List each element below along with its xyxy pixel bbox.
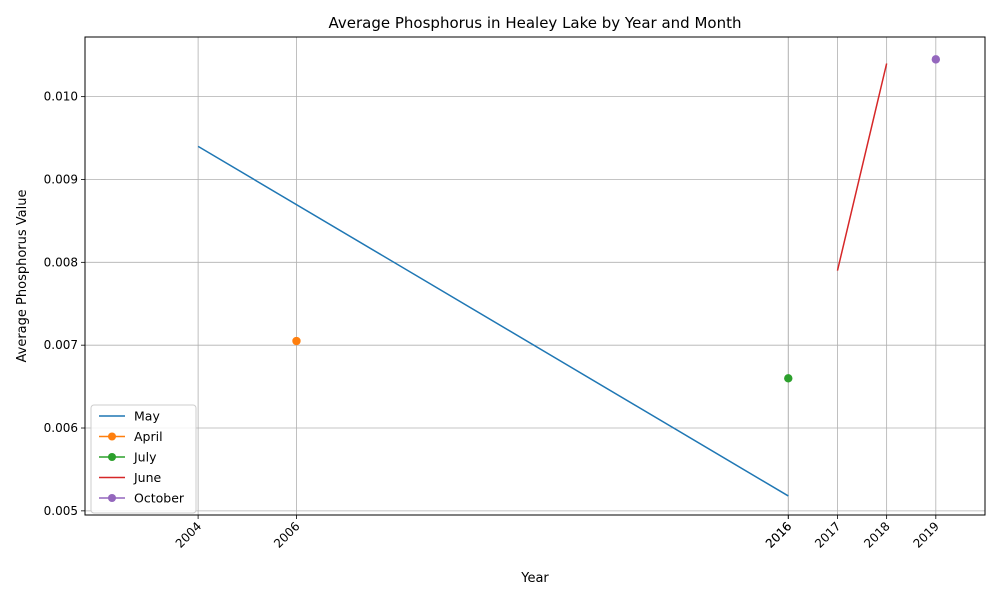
series-line-june <box>836 63 888 271</box>
x-axis-label: Year <box>520 571 549 586</box>
y-tick-label: 0.010 <box>44 90 78 104</box>
legend-label-october: October <box>134 491 185 506</box>
legend-label-april: April <box>134 429 163 444</box>
legend-box <box>90 404 197 514</box>
legend-label-june: June <box>133 470 162 485</box>
series-line-may <box>197 145 789 497</box>
series-layer <box>197 55 941 497</box>
y-tick-label: 0.005 <box>44 504 78 518</box>
data-point-july <box>784 374 793 383</box>
legend-label-july: July <box>133 450 157 465</box>
chart-title: Average Phosphorus in Healey Lake by Yea… <box>329 14 742 32</box>
y-tick-label: 0.006 <box>44 421 78 435</box>
y-axis-label: Average Phosphorus Value <box>15 190 30 363</box>
plot-frame <box>84 36 986 516</box>
legend-label-may: May <box>134 409 160 424</box>
y-tick-label: 0.007 <box>44 338 78 352</box>
y-tick-label: 0.009 <box>44 172 78 186</box>
y-tick-label: 0.008 <box>44 255 78 269</box>
data-point-october <box>931 55 941 64</box>
legend-marker-october <box>108 494 116 502</box>
legend: May April July June October <box>90 404 197 514</box>
data-point-april <box>292 336 301 346</box>
legend-marker-july <box>108 453 116 461</box>
legend-marker-april <box>108 432 116 441</box>
